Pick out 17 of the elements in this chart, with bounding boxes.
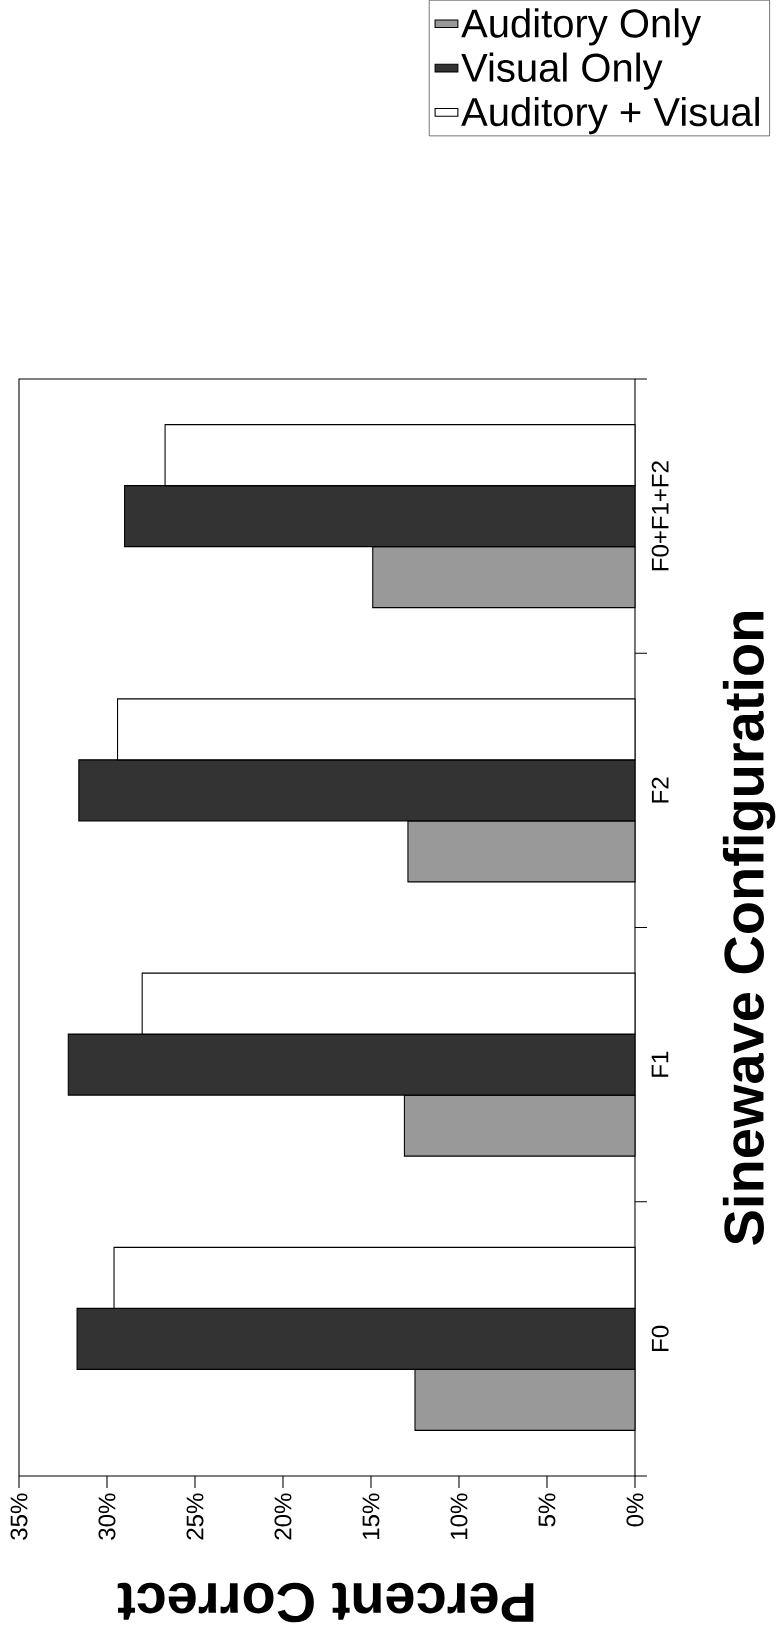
y-tick-label: F0 <box>651 1325 669 1351</box>
x-tick-label: 20% <box>274 1493 292 1540</box>
legend-label: Auditory Only <box>461 8 702 46</box>
legend-label: Visual Only <box>461 52 663 90</box>
x-tick-label: 5% <box>538 1493 556 1527</box>
y-tick-label: F0+F1+F2 <box>651 461 669 571</box>
y-axis-title: Sinewave Configuration <box>722 612 776 1245</box>
x-tick-label: 30% <box>98 1493 116 1540</box>
x-tick-label: 15% <box>362 1493 380 1539</box>
y-tick-label: F2 <box>651 777 669 803</box>
x-axis-title: Percent Correct <box>117 1582 534 1623</box>
legend-label: Auditory + Visual <box>461 96 760 135</box>
x-tick-label: 35% <box>10 1493 28 1540</box>
x-tick-label: 0% <box>626 1493 644 1527</box>
y-tick-label: F1 <box>651 1051 669 1077</box>
x-tick-label: 10% <box>450 1493 468 1539</box>
x-tick-label: 25% <box>186 1493 204 1540</box>
